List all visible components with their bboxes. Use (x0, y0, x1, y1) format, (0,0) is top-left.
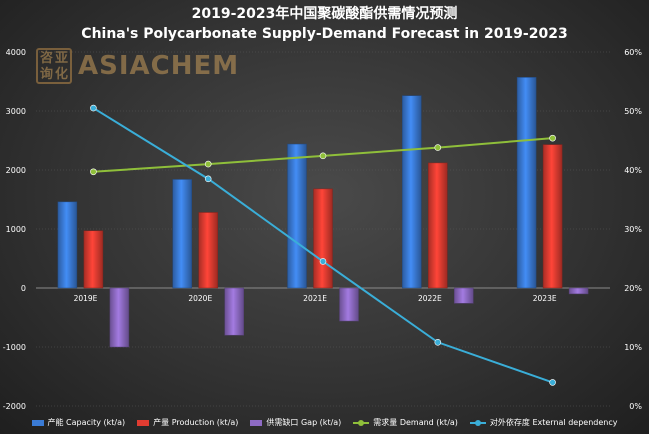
dependency-point (90, 104, 97, 112)
bar-capacity (402, 95, 422, 289)
dependency-point (549, 379, 556, 386)
bar-capacity (516, 77, 537, 289)
legend-swatch (250, 419, 263, 426)
legend-item: 对外依存度 External dependency (469, 417, 618, 428)
y-right-tick-label: 0% (629, 402, 642, 411)
logo-text: ASIACHEM (78, 51, 240, 81)
demand-point (549, 134, 556, 142)
y-left-tick-label: 4000 (6, 48, 26, 57)
legend-label: 产量 Production (kt/a) (153, 418, 239, 427)
bar-production (428, 162, 448, 289)
y-right-tick-label: 20% (624, 284, 642, 293)
legend-item: 产能 Capacity (kt/a) (31, 417, 126, 428)
bar-gap (568, 287, 589, 295)
legend-item: 需求量 Demand (kt/a) (353, 417, 458, 428)
y-left-tick-label: -1000 (3, 343, 26, 352)
seal-char: 询 (39, 67, 53, 82)
y-left-tick-label: 2000 (6, 166, 26, 175)
legend-label: 需求量 Demand (kt/a) (373, 418, 458, 427)
dependency-point (204, 175, 212, 183)
legend-line-marker (469, 419, 486, 426)
legend-line-marker (353, 419, 370, 426)
seal-char: 化 (54, 67, 68, 82)
bar-production (313, 188, 333, 289)
title-line-en: China's Polycarbonate Supply-Demand Fore… (81, 26, 568, 42)
x-category-label: 2020E (188, 294, 212, 303)
demand-point (319, 152, 327, 160)
y-right-tick-label: 60% (624, 48, 642, 57)
bar-production (83, 230, 104, 289)
bar-gap (224, 287, 244, 336)
x-category-label: 2019E (74, 294, 98, 303)
x-category-label: 2023E (533, 294, 557, 303)
chart-legend: 产能 Capacity (kt/a) 产量 Production (kt/a) 供需… (0, 417, 649, 428)
bar-production (198, 212, 218, 289)
y-right-tick-label: 10% (624, 343, 642, 352)
chart-title: 2019-2023年中国聚碳酸酯供需情况预测 China's Polycarbo… (0, 4, 649, 44)
legend-label: 对外依存度 External dependency (489, 418, 618, 427)
legend-label: 供需缺口 Gap (kt/a) (266, 418, 342, 427)
x-category-label: 2021E (303, 294, 327, 303)
legend-label: 产能 Capacity (kt/a) (47, 418, 126, 427)
logo-seal: 咨 亚 询 化 (36, 48, 72, 84)
bar-capacity (172, 179, 192, 289)
y-left-tick-label: 1000 (6, 225, 26, 234)
seal-char: 亚 (54, 51, 68, 66)
demand-point (434, 144, 442, 151)
y-left-tick-label: 3000 (6, 107, 26, 116)
asiachem-logo: 咨 亚 询 化 ASIACHEM (36, 46, 239, 86)
dependency-point (434, 338, 442, 346)
bar-gap (109, 287, 130, 348)
bar-gap (339, 287, 359, 322)
y-right-tick-label: 50% (624, 107, 642, 116)
demand-point (90, 168, 97, 176)
x-category-label: 2022E (418, 294, 442, 303)
bar-capacity (287, 143, 307, 289)
legend-swatch (137, 419, 150, 426)
bar-capacity (57, 201, 78, 289)
legend-item: 产量 Production (kt/a) (137, 417, 238, 428)
legend-item: 供需缺口 Gap (kt/a) (250, 417, 341, 428)
title-line-cn: 2019-2023年中国聚碳酸酯供需情况预测 (191, 6, 458, 22)
bar-gap (454, 287, 474, 304)
seal-char: 咨 (39, 51, 53, 66)
y-left-tick-label: 0 (21, 284, 26, 293)
y-right-tick-label: 30% (624, 225, 642, 234)
legend-swatch (31, 419, 44, 426)
y-right-tick-label: 40% (624, 166, 642, 175)
bar-production (542, 144, 563, 289)
demand-point (204, 160, 212, 168)
y-left-tick-label: -2000 (3, 402, 26, 411)
dependency-point (319, 258, 327, 265)
